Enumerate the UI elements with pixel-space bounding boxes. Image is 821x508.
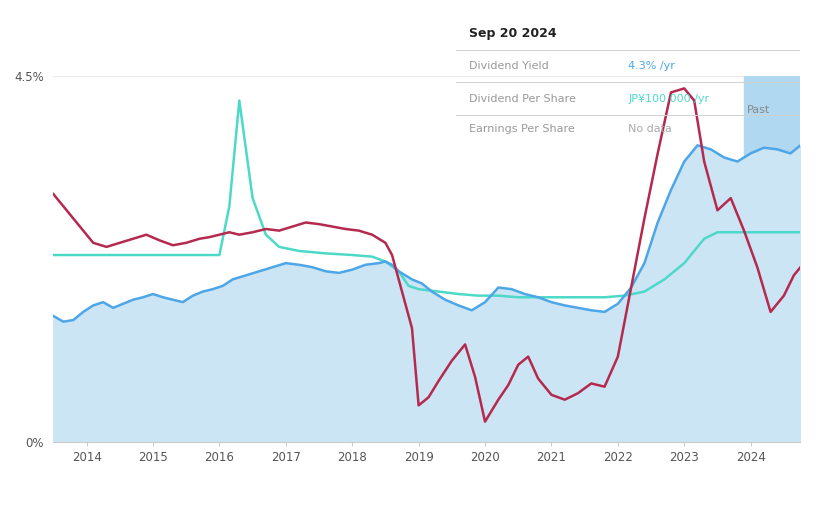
Text: Past: Past bbox=[747, 106, 771, 115]
Text: JP¥100.000 /yr: JP¥100.000 /yr bbox=[628, 93, 709, 104]
Text: Dividend Per Share: Dividend Per Share bbox=[470, 93, 576, 104]
Text: 4.3% /yr: 4.3% /yr bbox=[628, 61, 675, 71]
Text: Earnings Per Share: Earnings Per Share bbox=[470, 123, 576, 134]
Bar bbox=[744, 76, 814, 442]
Text: Sep 20 2024: Sep 20 2024 bbox=[470, 27, 557, 41]
Text: Dividend Yield: Dividend Yield bbox=[470, 61, 549, 71]
Text: No data: No data bbox=[628, 123, 672, 134]
